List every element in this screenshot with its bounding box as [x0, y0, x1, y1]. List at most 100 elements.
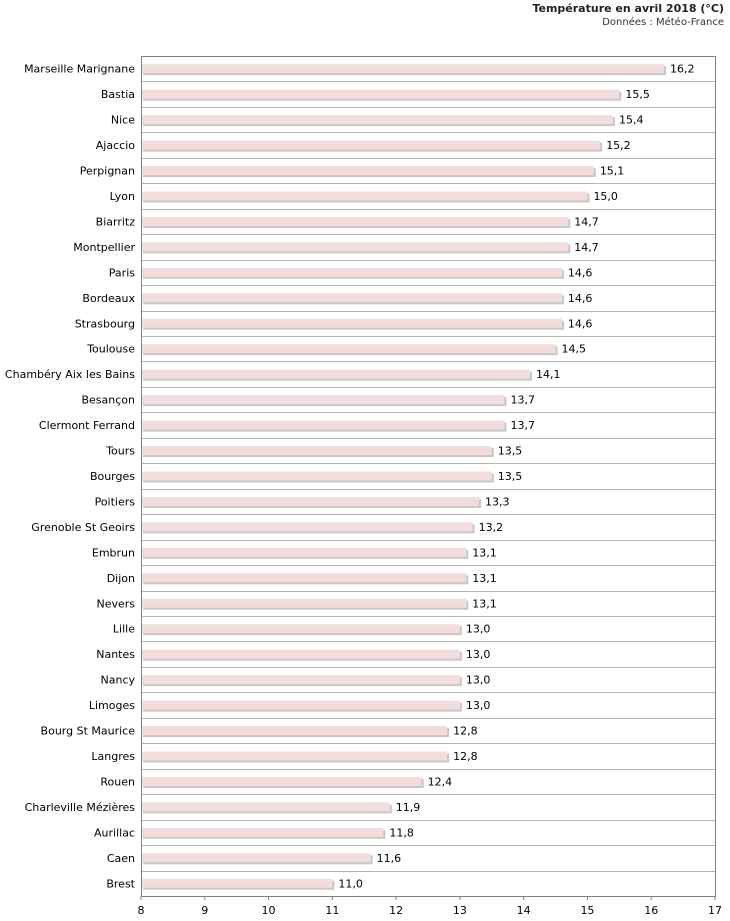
category-label: Perpignan [80, 165, 135, 178]
category-label: Lille [113, 623, 135, 636]
bar-value-label: 12,4 [428, 775, 453, 788]
bar-value-label: 13,5 [498, 470, 523, 483]
bar-value-label: 14,6 [568, 266, 593, 279]
bar [141, 624, 460, 634]
plot-frame [141, 56, 716, 897]
bar-value-label: 13,7 [511, 419, 536, 432]
bar [141, 446, 492, 456]
category-label: Biarritz [96, 215, 136, 228]
chart-header: Température en avril 2018 (°C) Données :… [532, 2, 724, 29]
bar-value-label: 11,6 [377, 852, 402, 865]
category-label: Brest [106, 877, 135, 890]
x-tick-label: 17 [708, 904, 722, 917]
category-label: Paris [109, 266, 135, 279]
bar-value-label: 16,2 [670, 63, 695, 76]
bar-value-label: 11,8 [389, 826, 414, 839]
bar [141, 344, 556, 354]
x-tick-label: 16 [644, 904, 658, 917]
category-label: Clermont Ferrand [39, 419, 135, 432]
bar [141, 649, 460, 659]
bar [141, 318, 562, 328]
category-label: Caen [107, 852, 135, 865]
category-label: Chambéry Aix les Bains [5, 368, 135, 381]
category-label: Langres [91, 750, 135, 763]
category-label: Ajaccio [96, 139, 135, 152]
category-label: Strasbourg [75, 317, 135, 330]
bar [141, 471, 492, 481]
category-label: Rouen [100, 775, 135, 788]
category-label: Nice [111, 114, 135, 127]
category-label: Limoges [89, 699, 135, 712]
category-label: Poitiers [95, 495, 136, 508]
category-label: Nantes [96, 648, 135, 661]
x-tick-label: 11 [325, 904, 339, 917]
chart-title: Température en avril 2018 (°C) [532, 2, 724, 15]
bar [141, 420, 505, 430]
bar [141, 115, 613, 125]
category-label: Besançon [81, 394, 135, 407]
bar-value-label: 13,1 [472, 597, 497, 610]
bar-value-label: 13,7 [511, 394, 536, 407]
x-tick-label: 8 [138, 904, 145, 917]
category-label: Bourg St Maurice [41, 725, 136, 738]
bar-value-label: 13,0 [466, 623, 491, 636]
bar [141, 878, 333, 888]
bar-value-label: 15,5 [625, 88, 650, 101]
bar [141, 573, 467, 583]
bar-value-label: 12,8 [453, 750, 478, 763]
bar [141, 853, 371, 863]
bar [141, 598, 467, 608]
bar [141, 675, 460, 685]
bar-value-label: 14,1 [536, 368, 561, 381]
bar-value-label: 13,0 [466, 674, 491, 687]
bar [141, 496, 480, 506]
bar [141, 547, 467, 557]
bar-value-label: 14,5 [562, 343, 587, 356]
bar [141, 726, 448, 736]
bar-value-label: 11,0 [338, 877, 363, 890]
category-label: Aurillac [94, 826, 135, 839]
x-tick-label: 12 [389, 904, 403, 917]
bar-value-label: 13,0 [466, 648, 491, 661]
category-label: Bastia [101, 88, 135, 101]
category-label: Nancy [101, 674, 136, 687]
category-label: Marseille Marignane [24, 63, 135, 76]
category-label: Embrun [92, 546, 135, 559]
bar [141, 395, 505, 405]
bar-value-label: 13,5 [498, 445, 523, 458]
bar-value-label: 13,1 [472, 572, 497, 585]
bar-value-label: 14,7 [574, 215, 599, 228]
bar-value-label: 12,8 [453, 725, 478, 738]
bar-value-label: 14,6 [568, 292, 593, 305]
bar-value-label: 15,4 [619, 114, 644, 127]
bar-value-label: 14,7 [574, 241, 599, 254]
bar [141, 776, 422, 786]
bar [141, 89, 620, 99]
bar [141, 751, 448, 761]
x-tick-label: 9 [201, 904, 208, 917]
category-label: Grenoble St Geoirs [31, 521, 135, 534]
x-tick-label: 15 [580, 904, 594, 917]
bar-value-label: 13,2 [479, 521, 504, 534]
category-label: Dijon [107, 572, 135, 585]
category-label: Charleville Mézières [25, 801, 136, 814]
bar-value-label: 15,0 [593, 190, 618, 203]
bar-value-label: 14,6 [568, 317, 593, 330]
category-label: Tours [105, 445, 135, 458]
bar-value-label: 13,3 [485, 495, 510, 508]
category-label: Nevers [96, 597, 135, 610]
bar-value-label: 15,1 [600, 165, 625, 178]
category-label: Toulouse [86, 343, 135, 356]
bar [141, 522, 473, 532]
chart-subtitle: Données : Météo-France [602, 17, 724, 28]
category-label: Lyon [110, 190, 135, 203]
bar [141, 827, 384, 837]
bar-value-label: 11,9 [396, 801, 421, 814]
bar [141, 191, 588, 201]
bar [141, 700, 460, 710]
bar-value-label: 15,2 [606, 139, 631, 152]
bar [141, 267, 562, 277]
x-tick-label: 10 [262, 904, 276, 917]
category-label: Bourges [90, 470, 135, 483]
